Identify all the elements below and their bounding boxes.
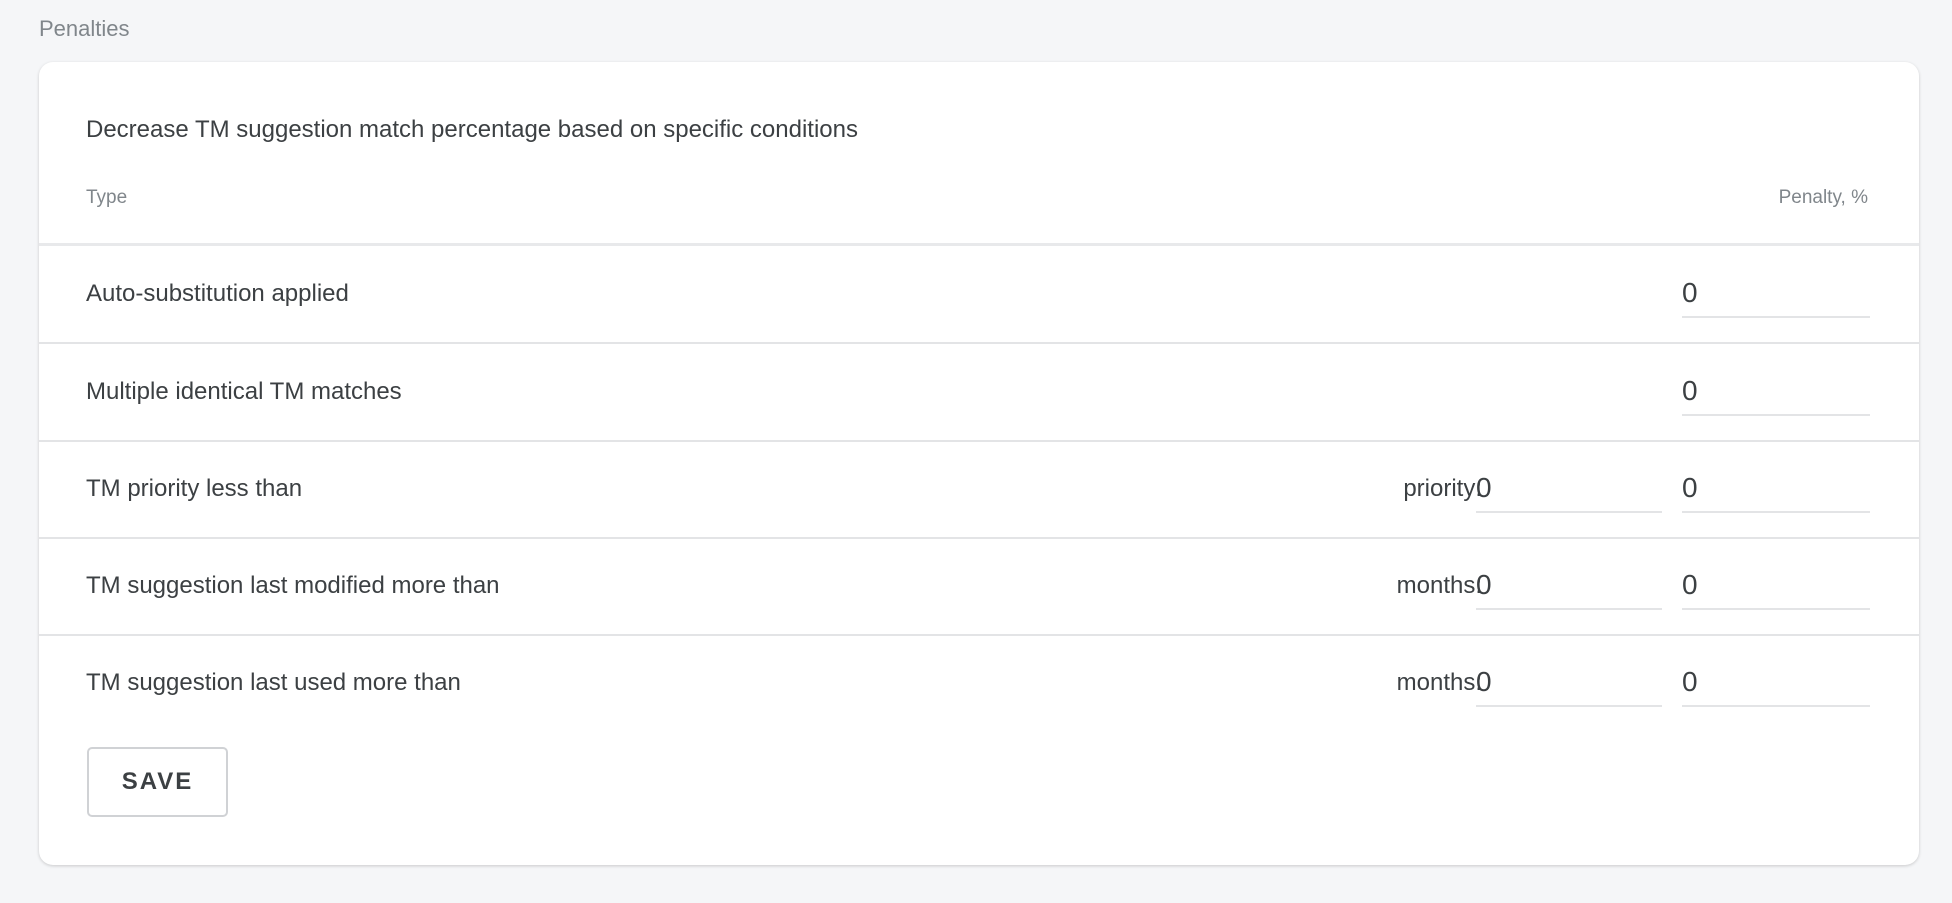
priority-label: priority: [1403, 475, 1482, 502]
penalty-input[interactable] [1682, 562, 1870, 610]
card-description: Decrease TM suggestion match percentage … [86, 116, 858, 143]
penalty-row-auto-substitution: Auto-substitution applied [39, 246, 1919, 344]
penalty-row-multiple-identical: Multiple identical TM matches [39, 344, 1919, 442]
penalty-row-tm-priority: TM priority less than priority: [39, 441, 1919, 539]
priority-input[interactable] [1476, 465, 1662, 513]
months-input[interactable] [1476, 659, 1662, 707]
penalty-row-last-used: TM suggestion last used more than months… [39, 635, 1919, 731]
row-label: Auto-substitution applied [86, 280, 349, 307]
penalty-input[interactable] [1682, 465, 1870, 513]
column-header-penalty: Penalty, % [1778, 187, 1868, 208]
penalty-input[interactable] [1682, 659, 1870, 707]
section-title: Penalties [39, 16, 130, 41]
penalty-input[interactable] [1682, 368, 1870, 416]
months-input[interactable] [1476, 562, 1662, 610]
header-divider [39, 243, 1919, 246]
penalties-card: Decrease TM suggestion match percentage … [39, 62, 1919, 865]
column-header-type: Type [86, 187, 128, 208]
row-label: Multiple identical TM matches [86, 378, 402, 405]
penalty-input[interactable] [1682, 270, 1870, 318]
penalty-row-last-modified: TM suggestion last modified more than mo… [39, 538, 1919, 636]
row-label: TM priority less than [86, 475, 303, 502]
row-label: TM suggestion last used more than [86, 669, 461, 696]
months-label: months: [1396, 669, 1482, 696]
save-button[interactable]: SAVE [87, 747, 228, 817]
row-label: TM suggestion last modified more than [86, 572, 500, 599]
months-label: months: [1396, 572, 1482, 599]
